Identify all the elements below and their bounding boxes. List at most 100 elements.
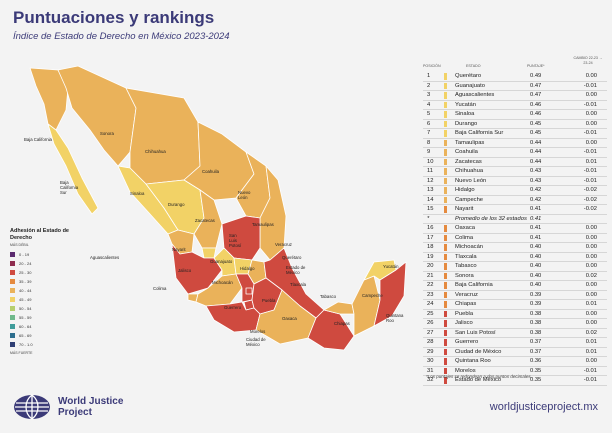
row-score: 0.38 <box>530 310 542 317</box>
row-score-color-bar <box>444 82 447 89</box>
table-row: 22 Baja California 0.40 0.00 <box>423 281 607 291</box>
row-state-name: Promedio de los 32 estados <box>455 215 527 222</box>
row-score-color-bar <box>444 320 447 327</box>
organization-name: World Justice Project <box>58 396 123 418</box>
row-score: 0.36 <box>530 358 542 364</box>
table-row: 2 Guanajuato 0.47 -0.01 <box>423 82 607 91</box>
row-position: 19 <box>427 253 434 260</box>
map-region-aguascalientes[interactable] <box>201 247 217 259</box>
row-position: 21 <box>427 272 434 279</box>
legend-item: 0 - 19 <box>10 250 70 259</box>
row-position: 22 <box>427 282 434 288</box>
row-state-name: Sonora <box>455 272 474 279</box>
row-score-color-bar <box>444 225 447 232</box>
row-change: 0.00 <box>585 234 597 241</box>
map-label-campeche: Campeche <box>362 293 383 298</box>
row-state-name: Michoacán <box>455 244 484 250</box>
legend-item-label: 65 - 69 <box>19 333 32 338</box>
map-region-quintana-roo[interactable] <box>373 261 407 327</box>
row-position: * <box>427 215 430 222</box>
row-change: 0.02 <box>585 329 597 336</box>
row-score-color-bar <box>444 177 447 184</box>
row-position: 3 <box>427 92 431 98</box>
row-score-color-bar <box>444 301 447 308</box>
legend-swatch <box>10 342 15 347</box>
map-legend: Adhesión al Estado de Derecho MÁS DÉBIL … <box>10 228 70 355</box>
legend-item-label: 55 - 59 <box>19 315 32 320</box>
legend-weak-label: MÁS DÉBIL <box>10 243 29 247</box>
row-state-name: Guanajuato <box>455 82 485 89</box>
table-row: 13 Hidalgo 0.42 -0.02 <box>423 186 607 196</box>
row-change: 0.00 <box>585 310 597 317</box>
table-row: 26 Jalisco 0.38 0.00 <box>423 319 607 329</box>
average-row: * Promedio de los 32 estados 0.41 <box>423 215 607 224</box>
row-position: 20 <box>427 263 434 269</box>
legend-title: Adhesión al Estado de Derecho <box>10 228 69 241</box>
legend-swatch <box>10 333 15 338</box>
map-label-chiapas: Chiapas <box>334 321 350 326</box>
column-header-position: POSICIÓN <box>423 64 441 68</box>
table-row: 11 Chihuahua 0.43 -0.01 <box>423 167 607 177</box>
map-label-sinaloa: Sinaloa <box>130 191 145 196</box>
legend-swatch <box>10 306 15 311</box>
table-row: 32 Estado de México 0.35 -0.01 <box>423 376 607 386</box>
legend-item: 35 - 39 <box>10 277 70 286</box>
table-footnote: *Los puntajes se redondean a dos puntos … <box>426 374 532 379</box>
row-position: 13 <box>427 187 434 193</box>
legend-item-label: 50 - 54 <box>19 306 32 311</box>
row-change: 0.00 <box>585 92 597 98</box>
legend-swatch <box>10 288 15 293</box>
map-label-oaxaca: Oaxaca <box>282 316 297 321</box>
map-label-baja-california: Baja California <box>24 137 52 142</box>
ranking-table-body: 1 Querétaro 0.49 0.00 2 Guanajuato 0.47 -0.01 3 A… <box>423 72 607 386</box>
row-position: 9 <box>427 149 431 155</box>
row-position: 30 <box>427 358 434 364</box>
row-score: 0.40 <box>530 263 542 269</box>
row-score-color-bar <box>444 120 447 127</box>
row-position: 8 <box>427 139 431 146</box>
map-label-durango: Durango <box>168 202 185 207</box>
row-score-color-bar <box>444 329 447 336</box>
row-change: -0.01 <box>583 168 597 174</box>
map-region-guerrero[interactable] <box>205 301 261 333</box>
website-link[interactable]: worldjusticeproject.mx <box>489 401 598 413</box>
row-state-name: Quintana Roo <box>455 358 491 364</box>
map-label-yucatan: Yucatán <box>383 264 399 269</box>
map-label-veracruz: Veracruz <box>275 242 292 247</box>
row-position: 24 <box>427 301 434 307</box>
row-score-color-bar <box>444 158 447 165</box>
row-state-name: Durango <box>455 120 478 127</box>
row-state-name: Estado de México <box>455 377 502 383</box>
row-change: 0.00 <box>585 282 597 288</box>
map-region-coahuila[interactable] <box>183 121 255 201</box>
legend-swatch <box>10 252 15 257</box>
table-row: 12 Nuevo León 0.43 -0.01 <box>423 177 607 186</box>
row-score-color-bar <box>444 187 447 194</box>
row-position: 18 <box>427 244 434 250</box>
row-position: 32 <box>427 377 434 383</box>
legend-item-label: 0 - 19 <box>19 252 30 257</box>
row-score-color-bar <box>444 310 447 317</box>
row-state-name: Tamaulipas <box>455 139 485 146</box>
page-subtitle: Índice de Estado de Derecho en México 20… <box>13 31 230 42</box>
row-score-color-bar <box>444 367 447 374</box>
map-region-ciudad-de-mexico[interactable] <box>245 287 253 295</box>
map-region-baja-california-sur[interactable] <box>47 123 99 215</box>
organization-name-line2: Project <box>58 407 92 418</box>
row-score: 0.40 <box>530 282 542 288</box>
map-region-chihuahua[interactable] <box>125 87 201 185</box>
row-state-name: Aguascalientes <box>455 92 495 98</box>
map-label-chihuahua: Chihuahua <box>145 149 166 154</box>
map-label-tlaxcala: Tlaxcala <box>290 282 307 287</box>
row-position: 14 <box>427 196 434 203</box>
row-state-name: Colima <box>455 234 474 241</box>
table-row: 1 Querétaro 0.49 0.00 <box>423 72 607 82</box>
map-region-campeche[interactable] <box>351 275 381 337</box>
row-state-name: Baja California Sur <box>455 130 504 136</box>
row-position: 12 <box>427 177 434 184</box>
row-change: -0.02 <box>583 196 597 203</box>
row-score-color-bar <box>444 348 447 355</box>
row-change: -0.01 <box>583 82 597 89</box>
row-position: 25 <box>427 310 434 317</box>
legend-swatch <box>10 324 15 329</box>
